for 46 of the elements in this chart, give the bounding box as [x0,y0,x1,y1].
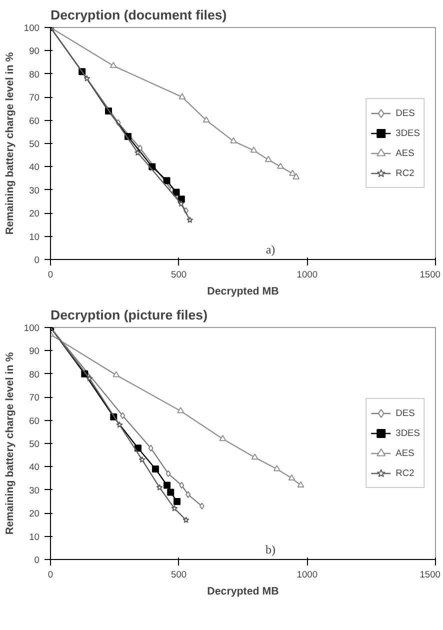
legend-label: AES [396,148,416,158]
y-axis-title: Remaining battery charge level in % [4,52,16,235]
x-tick-label: 0 [48,270,54,280]
x-tick-label: 500 [171,570,187,580]
y-tick-label: 100 [24,323,40,333]
x-tick-label: 1000 [296,270,318,280]
x-tick-label: 1500 [420,570,441,580]
legend-label: RC2 [396,168,416,178]
y-tick-label: 50 [29,139,40,149]
y-tick-label: 20 [29,508,40,519]
y-tick-label: 70 [29,392,40,403]
legend-label: DES [396,108,416,118]
y-tick-label: 60 [29,416,40,426]
chart-title: Decryption (document files) [50,8,227,22]
x-tick-label: 1000 [296,570,318,580]
y-tick-label: 0 [34,555,40,565]
legend-label: RC2 [396,468,416,478]
y-tick-label: 30 [29,185,40,196]
y-tick-label: 0 [34,255,40,265]
x-tick-label: 1500 [420,270,441,280]
x-tick-label: 500 [171,270,187,280]
x-tick-label: 0 [48,570,54,580]
y-tick-label: 10 [29,232,40,242]
y-tick-label: 40 [29,462,40,472]
x-axis-title: Decrypted MB [207,286,280,298]
y-tick-label: 80 [29,69,40,80]
y-tick-label: 80 [29,369,40,380]
annotation: b) [266,542,276,556]
y-tick-label: 100 [24,23,40,33]
y-tick-label: 90 [29,346,40,356]
y-tick-label: 30 [29,485,40,496]
legend-label: DES [396,408,416,418]
y-tick-label: 20 [29,208,40,219]
y-tick-label: 60 [29,116,40,126]
y-tick-label: 50 [29,439,40,449]
x-axis-title: Decrypted MB [207,586,280,598]
y-tick-label: 10 [29,532,40,542]
y-tick-label: 70 [29,92,40,103]
y-tick-label: 90 [29,46,40,56]
y-axis-title: Remaining battery charge level in % [4,352,16,535]
y-tick-label: 40 [29,162,40,172]
chart-title: Decryption (picture files) [50,308,208,322]
legend-label: 3DES [396,128,420,138]
legend-label: AES [396,448,416,458]
legend-label: 3DES [396,428,420,438]
annotation: a) [266,242,276,256]
